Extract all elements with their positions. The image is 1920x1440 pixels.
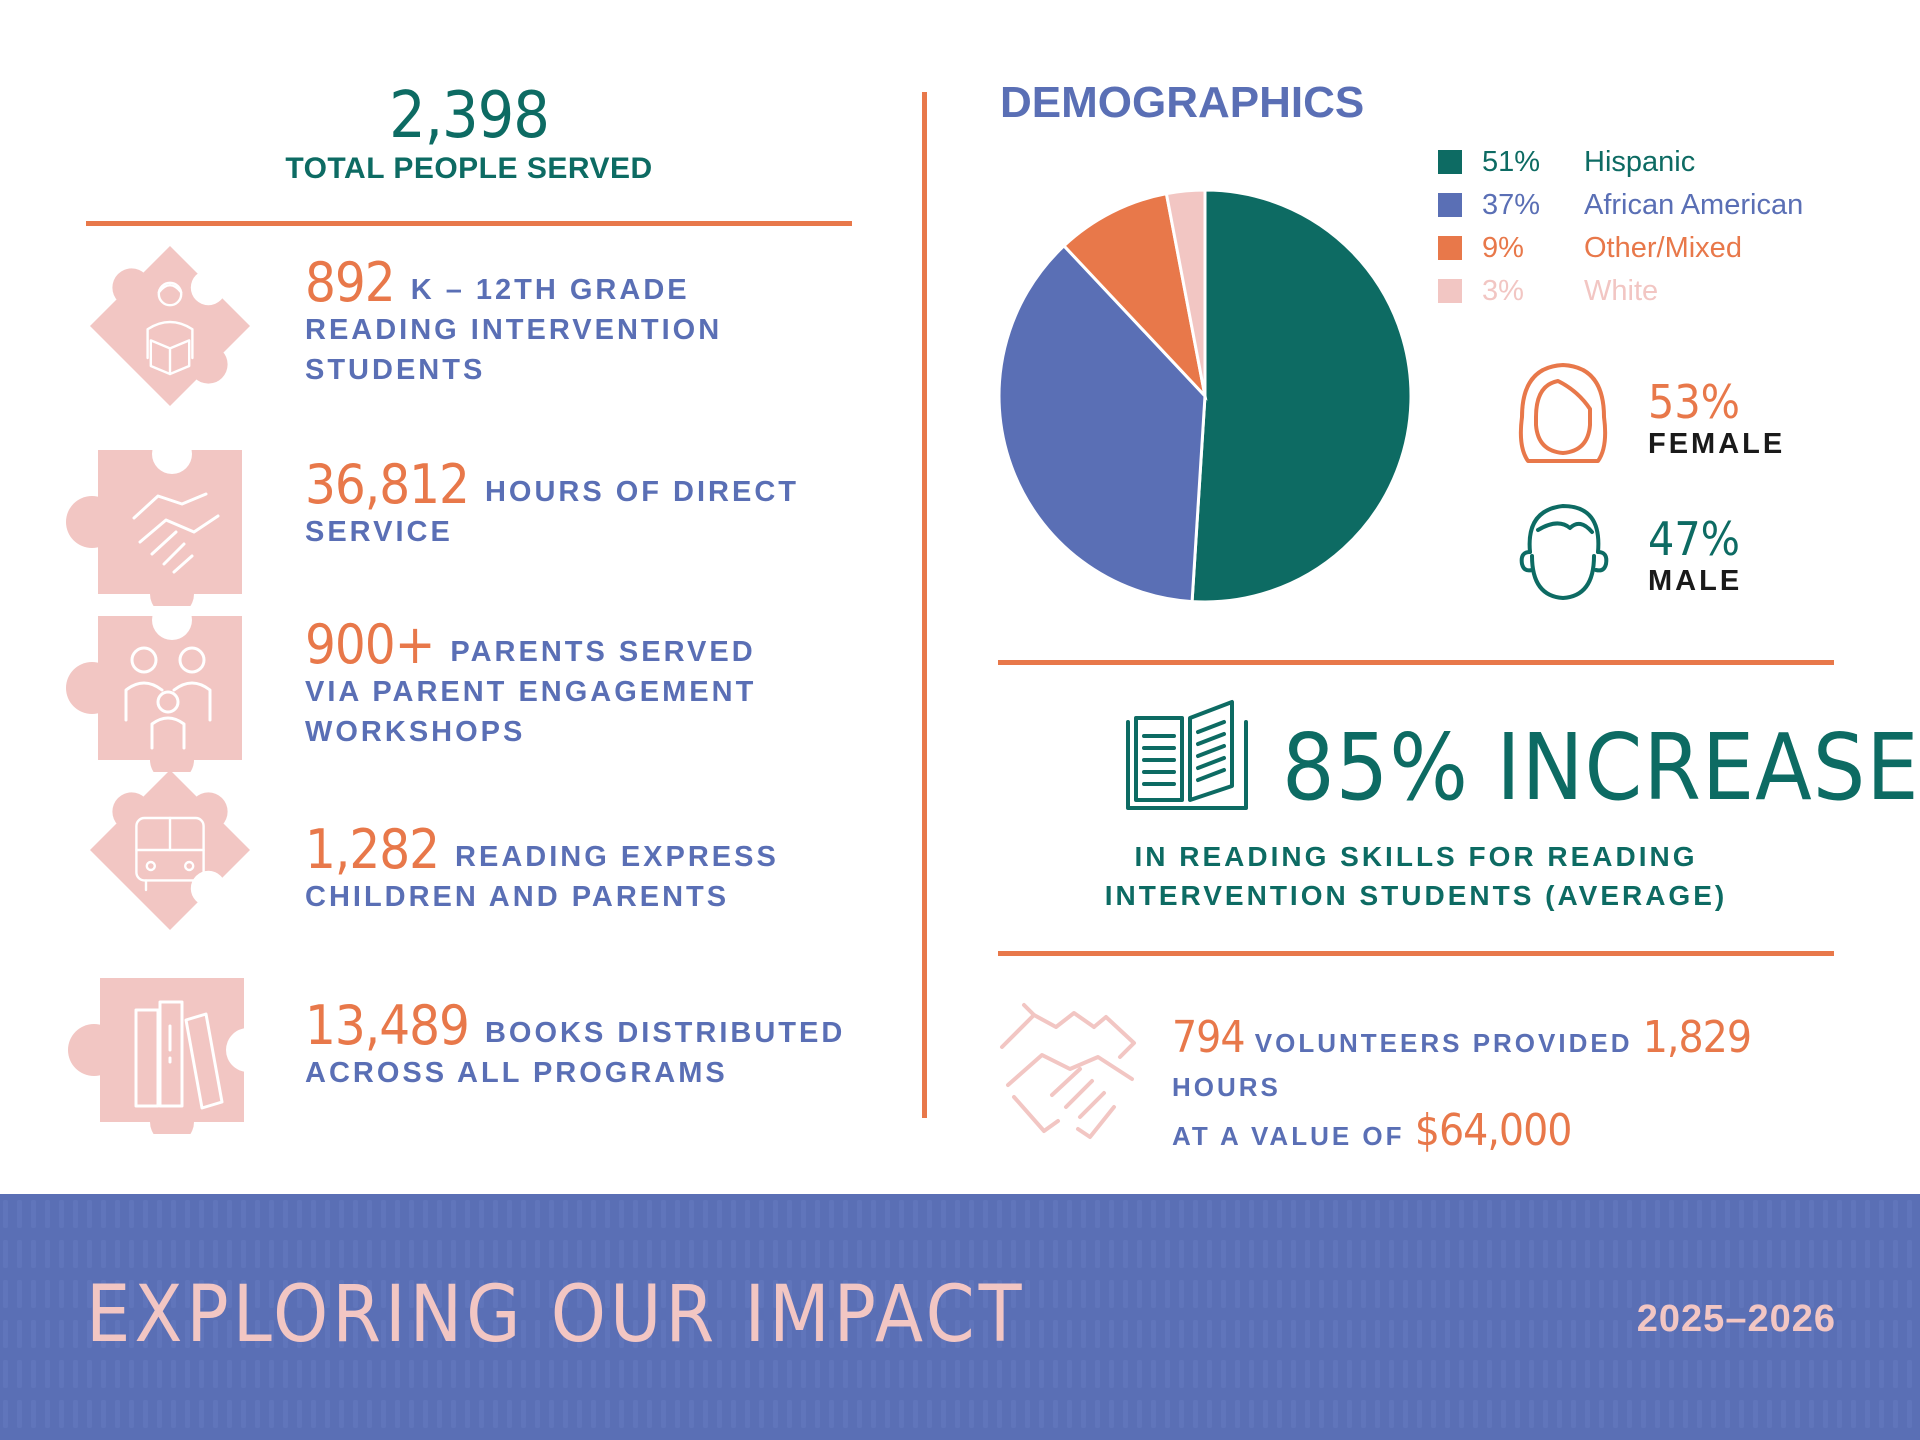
pie-slice-other-mixed [1061, 191, 1208, 401]
stat-line: SERVICE [305, 516, 453, 548]
stat-line: STUDENTS [305, 354, 486, 386]
total-label: TOTAL PEOPLE SERVED [285, 152, 653, 185]
volunteer-hands-icon [1000, 1003, 1136, 1139]
female-pct: 53% [1648, 375, 1740, 429]
pie-slice-african-american [997, 243, 1207, 604]
student-reading-icon [90, 246, 250, 406]
demographics-title: DEMOGRAPHICS [1000, 78, 1365, 127]
footer-texture [0, 1194, 1920, 1440]
books-icon [68, 978, 252, 1134]
stat-line: READING INTERVENTION [305, 314, 723, 346]
male-label: MALE [1648, 565, 1743, 597]
stat-parents-served: 900+ PARENTS SERVED VIA PARENT ENGAGEMENT… [305, 618, 865, 752]
stat-line: BOOKS DISTRIBUTED [484, 1017, 846, 1049]
stat-number: 1,282 [305, 818, 440, 881]
left-divider [86, 221, 852, 226]
demographics-pie-chart [997, 188, 1413, 604]
male-pct: 47% [1648, 512, 1740, 566]
pie-slice-white [1164, 188, 1207, 397]
increase-subtext: IN READING SKILLS FOR READING INTERVENTI… [998, 837, 1834, 915]
legend-label: Other/Mixed [1584, 232, 1742, 264]
legend-pct: 3% [1482, 275, 1524, 307]
footer-year: 2025–2026 [1636, 1298, 1836, 1340]
stat-line: VIA PARENT ENGAGEMENT [305, 676, 757, 708]
footer-title: EXPLORING OUR IMPACT [86, 1270, 1026, 1360]
legend-label: African American [1584, 189, 1804, 221]
male-icon [1519, 504, 1609, 600]
stat-line: HOURS OF DIRECT [484, 476, 799, 508]
stat-direct-service: 36,812 HOURS OF DIRECT SERVICE [305, 458, 865, 552]
stat-number: 36,812 [305, 453, 470, 516]
footer-banner: EXPLORING OUR IMPACT 2025–2026 [0, 1194, 1920, 1440]
handshake-icon [66, 446, 242, 606]
total-people-served: 2,398 TOTAL PEOPLE SERVED [86, 80, 852, 186]
stat-line: PARENTS SERVED [450, 636, 756, 668]
bus-icon [90, 770, 250, 930]
legend-pct: 51% [1482, 146, 1541, 178]
volunteer-count: 794 [1172, 1012, 1246, 1063]
open-book-icon [1126, 700, 1248, 810]
right-divider-bottom [998, 951, 1834, 956]
legend-label: Hispanic [1584, 146, 1696, 178]
legend-pct: 9% [1482, 232, 1524, 264]
volunteer-text: AT A VALUE OF [1172, 1121, 1405, 1151]
volunteer-summary: 794 VOLUNTEERS PROVIDED 1,829 HOURS AT A… [1172, 1016, 1852, 1158]
stat-books-distributed: 13,489 BOOKS DISTRIBUTED ACROSS ALL PROGR… [305, 999, 865, 1093]
column-divider [922, 92, 927, 1118]
stat-number: 900+ [305, 613, 435, 676]
increase-headline: 85% INCREASE [1282, 714, 1920, 821]
legend-swatch [1438, 236, 1462, 260]
female-icon [1518, 363, 1608, 463]
stat-reading-intervention: 892 K – 12TH GRADE READING INTERVENTION S… [305, 256, 865, 390]
female-label: FEMALE [1648, 428, 1786, 460]
family-icon [66, 612, 242, 772]
stat-number: 13,489 [305, 994, 470, 1057]
legend-swatch [1438, 150, 1462, 174]
volunteer-hours: 1,829 [1642, 1012, 1752, 1063]
increase-line: IN READING SKILLS FOR READING [1134, 841, 1698, 872]
pie-slice-hispanic [1190, 188, 1413, 604]
total-number: 2,398 [389, 79, 550, 153]
volunteer-text: VOLUNTEERS PROVIDED [1254, 1028, 1633, 1058]
stat-line: READING EXPRESS [455, 841, 779, 873]
stat-line: ACROSS ALL PROGRAMS [305, 1057, 728, 1089]
stat-reading-express: 1,282 READING EXPRESS CHILDREN AND PARENT… [305, 823, 865, 917]
stat-line: CHILDREN AND PARENTS [305, 881, 730, 913]
stat-line: K – 12TH GRADE [410, 274, 690, 306]
right-divider-top [998, 660, 1834, 665]
volunteer-text: HOURS [1172, 1072, 1281, 1102]
legend-label: White [1584, 275, 1659, 307]
volunteer-value: $64,000 [1414, 1105, 1573, 1156]
legend-swatch [1438, 193, 1462, 217]
legend-swatch [1438, 279, 1462, 303]
stat-number: 892 [305, 251, 396, 314]
legend-pct: 37% [1482, 189, 1541, 221]
increase-line: INTERVENTION STUDENTS (AVERAGE) [1104, 880, 1728, 911]
stat-line: WORKSHOPS [305, 716, 526, 748]
